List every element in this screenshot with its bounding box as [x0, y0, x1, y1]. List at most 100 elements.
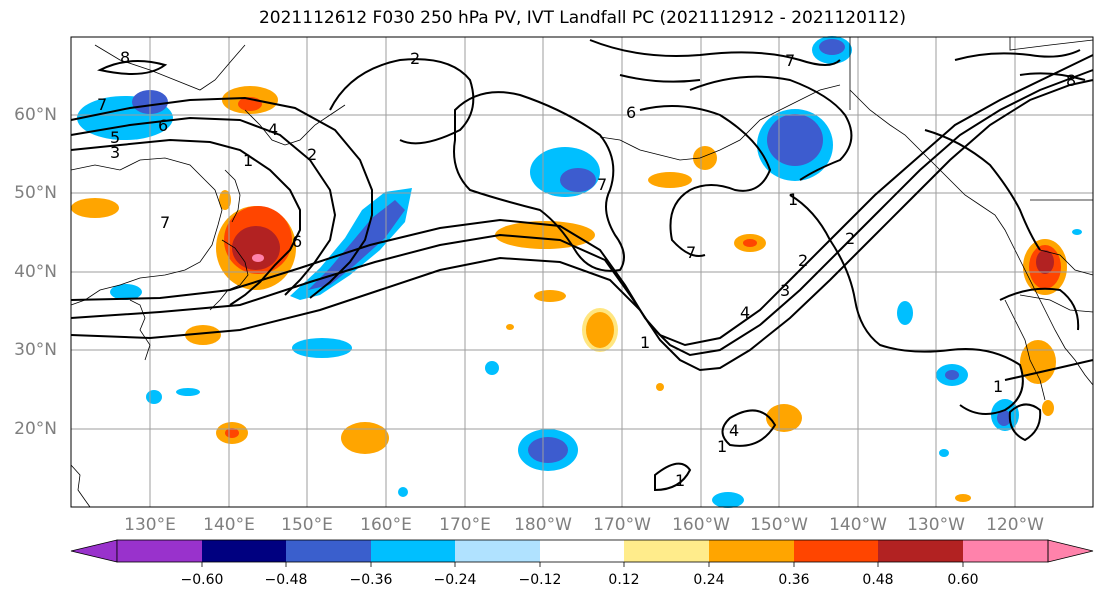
contour-labels: 8 7 6 5 3 2 4 7 2 6 7 6 2 1 7 4 1 2 3 4 …	[97, 48, 1076, 490]
colorbar-segment	[540, 540, 624, 562]
negative-anomaly-small-5	[146, 390, 162, 404]
positive-anomaly-small-2	[586, 312, 614, 348]
colorbar-segment	[455, 540, 540, 562]
colorbar-segment	[624, 540, 709, 562]
positive-anomaly-small-1	[534, 290, 566, 302]
negative-anomaly-sw	[292, 338, 352, 358]
lon-label: 140°E	[203, 515, 255, 535]
positive-anomaly-dot	[656, 383, 664, 391]
negative-anomaly-mexico-core	[997, 410, 1011, 426]
lon-label: 150°E	[281, 515, 333, 535]
shaded-anomalies	[71, 36, 1082, 508]
positive-anomaly-sakhalin	[219, 190, 231, 210]
lon-label: 130°E	[124, 515, 176, 535]
negative-anomaly-small-2	[485, 361, 499, 375]
contour-label: 2	[307, 145, 317, 164]
coastlines	[70, 37, 1094, 508]
contour-label: 1	[675, 471, 685, 490]
contour-label: 1	[717, 437, 727, 456]
negative-anomaly-small-8	[1072, 229, 1082, 235]
contour-label: 4	[268, 120, 278, 139]
contour-label: 1	[243, 151, 253, 170]
positive-anomaly-tiny	[955, 494, 971, 502]
contour-label: 7	[785, 51, 795, 70]
contour-label: 7	[160, 213, 170, 232]
contour-label: 7	[97, 95, 107, 114]
contour-label: 2	[798, 251, 808, 270]
contour-label: 1	[993, 377, 1003, 396]
contour-label: 6	[626, 103, 636, 122]
positive-anomaly-japan	[216, 206, 296, 290]
pv-contours	[70, 39, 1094, 492]
lat-label: 50°N	[14, 183, 57, 203]
negative-anomaly-small-4	[176, 388, 200, 396]
lat-label: 30°N	[14, 340, 57, 360]
negative-anomaly-far-west	[110, 284, 142, 300]
map-frame	[70, 36, 1094, 508]
contour-label: 4	[740, 303, 750, 322]
contour-label: 1	[640, 333, 650, 352]
negative-anomaly-small-7	[939, 449, 949, 457]
lon-label: 120°W	[986, 515, 1044, 535]
colorbar-segment	[202, 540, 286, 562]
colorbar-segment	[878, 540, 963, 562]
colorbar-extend-high	[1047, 539, 1094, 563]
colorbar-tick-label: 0.36	[778, 572, 810, 588]
colorbar-tick-label: −0.48	[264, 572, 308, 588]
lon-label: 140°W	[829, 515, 887, 535]
contour-label: 2	[845, 229, 855, 248]
contour-label: 6	[292, 232, 302, 251]
positive-anomaly-mexico	[1020, 340, 1056, 384]
negative-anomaly-east-core	[945, 370, 959, 380]
positive-anomaly-dot-2	[506, 324, 514, 330]
contour-label: 7	[597, 175, 607, 194]
colorbar-tick-label: −0.36	[349, 572, 393, 588]
negative-anomaly-central-core	[560, 168, 596, 192]
negative-anomaly-alaska-core	[767, 114, 823, 166]
negative-anomaly-small-3	[712, 492, 744, 508]
colorbar-segment	[709, 540, 794, 562]
colorbar-segment	[117, 540, 202, 562]
lat-label: 40°N	[14, 262, 57, 282]
contour-label: 3	[110, 143, 120, 162]
contour-label: 8	[120, 48, 130, 67]
lon-label: 160°E	[360, 515, 412, 535]
colorbar-extend-low	[70, 539, 118, 563]
lat-label: 20°N	[14, 419, 57, 439]
positive-anomaly-east-pacific-core	[743, 239, 757, 247]
colorbar-outline	[116, 539, 1049, 563]
colorbar-segment	[963, 540, 1048, 562]
positive-anomaly-west	[71, 198, 119, 218]
contour-label: 1	[788, 190, 798, 209]
contour-label: 8	[1066, 71, 1076, 90]
lon-label: 170°E	[439, 515, 491, 535]
lat-label: 60°N	[14, 105, 57, 125]
negative-anomaly-south-core	[528, 437, 568, 463]
lon-label: 170°W	[593, 515, 651, 535]
positive-anomaly-aleutian	[648, 172, 692, 188]
positive-anomaly-south-japan	[185, 325, 221, 345]
map-title: 2021112612 F030 250 hPa PV, IVT Landfall…	[258, 8, 906, 28]
lon-label: 160°W	[672, 515, 730, 535]
contour-label: 7	[686, 243, 696, 262]
contour-label: 4	[729, 421, 739, 440]
colorbar-segment	[794, 540, 878, 562]
contour-label: 2	[410, 49, 420, 68]
negative-anomaly-small-6	[398, 487, 408, 497]
colorbar-tick-label: −0.60	[180, 572, 224, 588]
colorbar-segment	[371, 540, 455, 562]
colorbar-tick-label: 0.12	[608, 572, 640, 588]
colorbar-tick-label: 0.48	[862, 572, 894, 588]
positive-anomaly-california	[1023, 239, 1067, 295]
graticule	[71, 37, 1093, 507]
positive-anomaly-gulf	[693, 146, 717, 170]
positive-anomaly-south-west	[341, 422, 389, 454]
contour-label: 5	[110, 128, 120, 147]
negative-anomaly-small-1	[897, 301, 913, 325]
colorbar	[70, 539, 1094, 567]
positive-anomaly-south	[766, 404, 802, 432]
lon-label: 130°W	[907, 515, 965, 535]
contour-label: 3	[780, 281, 790, 300]
lon-label: 180°W	[514, 515, 572, 535]
